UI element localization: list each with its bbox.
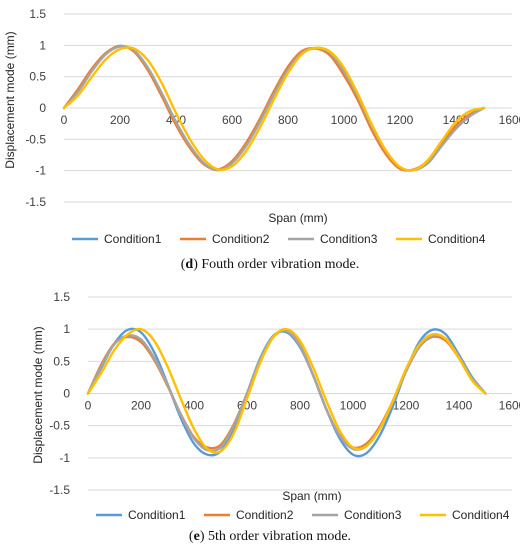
legend-item: Condition4 [396, 232, 486, 246]
y-tick-label: 1 [63, 322, 70, 336]
y-tick-label: -0.5 [25, 132, 46, 146]
y-tick-label: 0.5 [29, 70, 46, 84]
y-tick-label: 0 [63, 387, 70, 401]
y-tick-labels: 1.5 1 0.5 0 -0.5 -1 -1.5 [25, 7, 46, 209]
caption: (d) Fouth order vibration mode. [181, 257, 360, 272]
legend-label: Condition4 [428, 232, 486, 246]
x-tick-label: 800 [278, 113, 298, 127]
caption-label: d [185, 257, 193, 272]
y-tick-label: -1 [35, 164, 46, 178]
legend-label: Condition2 [212, 232, 270, 246]
x-tick-label: 1600 [499, 399, 520, 413]
x-tick-label: 1600 [499, 113, 520, 127]
x-tick-label: 200 [131, 399, 151, 413]
y-tick-label: -1.5 [25, 195, 46, 209]
x-tick-label: 200 [110, 113, 130, 127]
caption-label: e [194, 529, 200, 544]
legend-item: Condition3 [312, 508, 402, 522]
x-tick-label: 0 [85, 399, 92, 413]
chart-fifth-order: 1.510.50-0.5-1-1.5 0 200 400 600 800 1000 1200… [31, 290, 520, 544]
legend: Condition1 Condition2 Condition3 Condition4 [96, 508, 510, 522]
x-tick-label: 1200 [393, 399, 420, 413]
gridlines [64, 13, 512, 203]
legend-label: Condition3 [320, 232, 378, 246]
x-tick-label: 1400 [446, 399, 473, 413]
chart-fourth-order: 1.510.50-0.5-1-1.5 0 200 400 600 800 1000 1200… [3, 7, 520, 272]
legend-item: Condition4 [420, 508, 510, 522]
legend-item: Condition2 [180, 232, 270, 246]
caption-text: 5th order vibration mode. [204, 529, 351, 544]
legend-label: Condition1 [128, 508, 186, 522]
caption: (e) 5th order vibration mode. [189, 529, 351, 544]
legend-item: Condition1 [72, 232, 162, 246]
y-tick-label: 0 [39, 101, 46, 115]
legend-label: Condition1 [104, 232, 162, 246]
x-tick-label: 1000 [331, 113, 358, 127]
y-axis-label: Displacement mode (mm) [3, 31, 17, 168]
legend-label: Condition3 [344, 508, 402, 522]
series-line-condition4 [86, 327, 487, 454]
series-line-condition4 [62, 46, 486, 172]
legend-item: Condition1 [96, 508, 186, 522]
series-lines [86, 327, 487, 458]
x-tick-label: 400 [184, 399, 204, 413]
x-tick-label: 800 [290, 399, 310, 413]
y-tick-label: 1.5 [53, 290, 70, 304]
series-lines [62, 44, 486, 172]
y-tick-label: -0.5 [49, 419, 70, 433]
x-axis-label: Span (mm) [282, 489, 341, 503]
y-tick-label: 1 [39, 38, 46, 52]
series-line-condition3 [86, 329, 487, 453]
x-tick-labels: 02004006008001000120014001600 [85, 399, 520, 413]
legend-item: Condition3 [288, 232, 378, 246]
y-tick-label: 0.5 [53, 354, 70, 368]
legend: Condition1 Condition2 Condition3 Condition4 [72, 232, 486, 246]
legend-item: Condition2 [204, 508, 294, 522]
x-axis-label: Span (mm) [268, 211, 327, 225]
x-tick-label: 1000 [340, 399, 367, 413]
y-tick-label: -1 [59, 451, 70, 465]
legend-label: Condition2 [236, 508, 294, 522]
y-axis-label: Displacement mode (mm) [31, 326, 45, 463]
y-tick-labels: 1.5 1 0.5 0 -0.5 -1 -1.5 [49, 290, 70, 497]
y-tick-label: -1.5 [49, 483, 70, 497]
x-tick-label: 600 [222, 113, 242, 127]
y-tick-label: 1.5 [29, 7, 46, 21]
gridlines [88, 296, 512, 491]
caption-text: Fouth order vibration mode. [198, 257, 359, 272]
legend-label: Condition4 [452, 508, 510, 522]
x-tick-labels: 02004006008001000120014001600 [61, 113, 520, 127]
x-tick-label: 0 [61, 113, 68, 127]
x-tick-label: 1200 [387, 113, 414, 127]
